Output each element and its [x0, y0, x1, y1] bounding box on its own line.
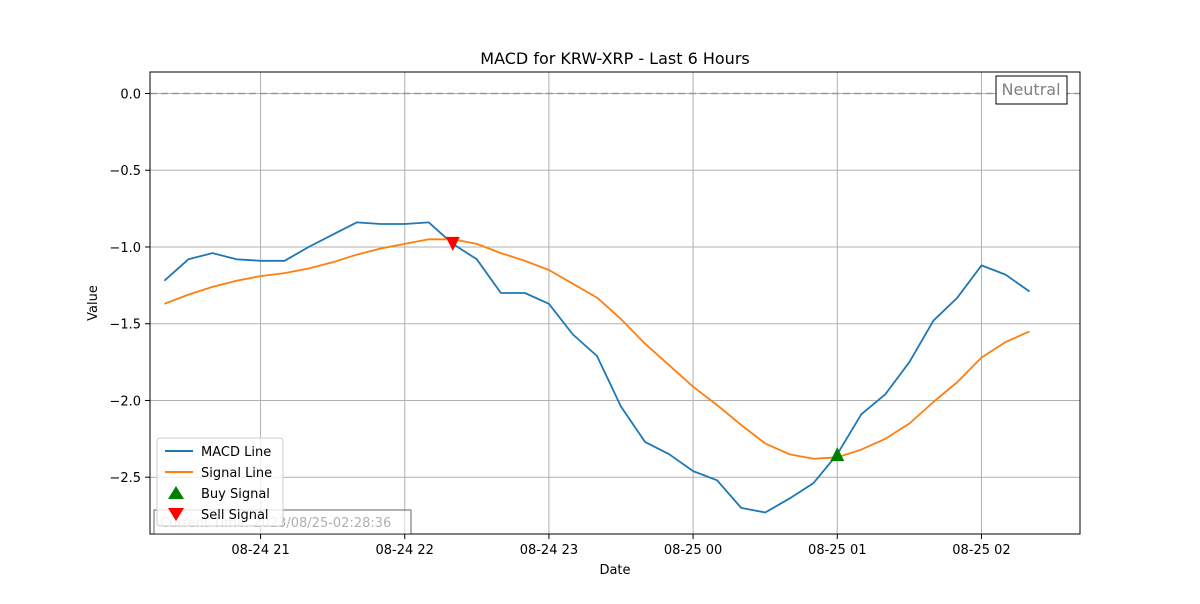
signal-markers: [445, 236, 845, 462]
y-tick-label: −1.0: [109, 241, 141, 256]
x-tick-label: 08-24 23: [520, 543, 578, 558]
x-tick-label: 08-25 01: [808, 543, 866, 558]
y-tick-label: −0.5: [109, 164, 141, 179]
legend: MACD Line Signal Line Buy Signal Sell Si…: [156, 437, 284, 527]
status-box-text: Neutral: [1001, 80, 1060, 99]
legend-macd-label: MACD Line: [201, 445, 271, 460]
legend-buy-marker: [168, 486, 184, 499]
y-axis-ticks: 0.0 −0.5 −1.0 −1.5 −2.0 −2.5: [109, 87, 150, 486]
y-tick-label: −1.5: [109, 318, 141, 333]
legend-signal-label: Signal Line: [201, 466, 272, 481]
y-tick-label: −2.5: [109, 471, 141, 486]
sell-signal-marker: [445, 236, 460, 251]
x-axis-ticks: 08-24 21 08-24 22 08-24 23 08-25 00 08-25 01…: [231, 534, 1011, 558]
signal-line: [164, 238, 1030, 460]
x-axis-label: Date: [599, 563, 630, 578]
series-lines: [163, 221, 1031, 514]
legend-sell-label: Sell Signal: [201, 508, 269, 523]
x-tick-label: 08-24 22: [376, 543, 434, 558]
y-axis-label: Value: [86, 285, 101, 321]
y-tick-label: −2.0: [109, 394, 141, 409]
buy-signal-marker: [830, 447, 845, 462]
legend-buy-label: Buy Signal: [201, 487, 270, 502]
legend-sell-marker: [168, 508, 184, 521]
x-tick-label: 08-25 00: [664, 543, 722, 558]
x-tick-label: 08-24 21: [231, 543, 289, 558]
plot-frame: [149, 71, 1081, 535]
chart-title: MACD for KRW-XRP - Last 6 Hours: [480, 49, 749, 68]
status-box: Neutral: [995, 75, 1068, 105]
macd-line: [163, 221, 1031, 514]
y-tick-label: 0.0: [120, 87, 141, 102]
x-tick-label: 08-25 02: [952, 543, 1010, 558]
